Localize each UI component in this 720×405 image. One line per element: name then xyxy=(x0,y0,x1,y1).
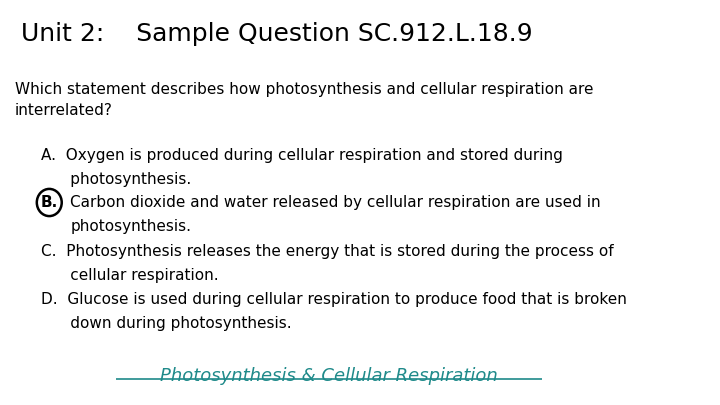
Text: Unit 2:    Sample Question SC.912.L.18.9: Unit 2: Sample Question SC.912.L.18.9 xyxy=(21,21,533,45)
Text: photosynthesis.: photosynthesis. xyxy=(71,220,192,234)
Text: Photosynthesis & Cellular Respiration: Photosynthesis & Cellular Respiration xyxy=(161,367,498,386)
Text: down during photosynthesis.: down during photosynthesis. xyxy=(41,316,292,331)
Text: Carbon dioxide and water released by cellular respiration are used in: Carbon dioxide and water released by cel… xyxy=(71,195,601,210)
Text: B.: B. xyxy=(40,195,58,210)
Text: cellular respiration.: cellular respiration. xyxy=(41,268,218,283)
Text: Which statement describes how photosynthesis and cellular respiration are
interr: Which statement describes how photosynth… xyxy=(14,82,593,118)
Text: C.  Photosynthesis releases the energy that is stored during the process of: C. Photosynthesis releases the energy th… xyxy=(41,243,613,258)
Text: D.  Glucose is used during cellular respiration to produce food that is broken: D. Glucose is used during cellular respi… xyxy=(41,292,626,307)
Text: photosynthesis.: photosynthesis. xyxy=(41,173,191,188)
Text: A.  Oxygen is produced during cellular respiration and stored during: A. Oxygen is produced during cellular re… xyxy=(41,148,562,163)
